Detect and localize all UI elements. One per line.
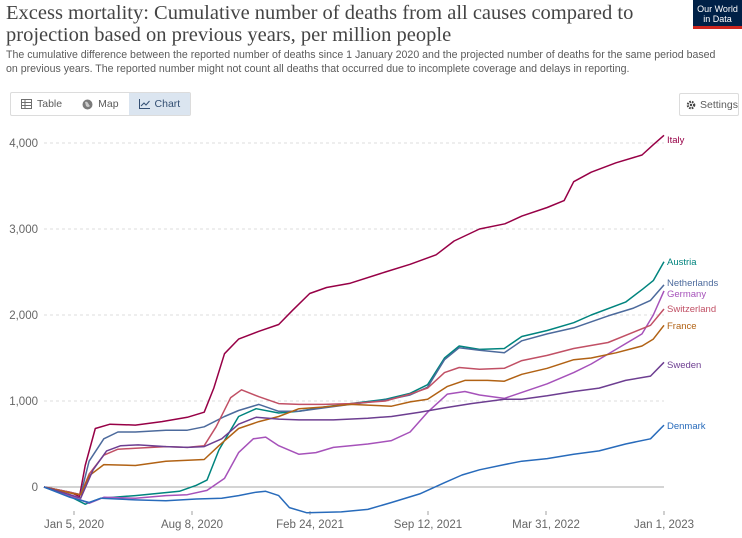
chart-subtitle: The cumulative difference between the re… xyxy=(6,49,716,75)
globe-icon xyxy=(82,99,93,109)
x-tick-label: Feb 24, 2021 xyxy=(276,519,344,531)
series-label-france[interactable]: France xyxy=(667,321,697,332)
gear-icon xyxy=(686,100,696,109)
y-tick-label: 4,000 xyxy=(9,138,38,150)
series-label-netherlands[interactable]: Netherlands xyxy=(667,278,718,289)
x-tick-label: Mar 31, 2022 xyxy=(512,519,580,531)
series-label-germany[interactable]: Germany xyxy=(667,289,706,300)
tab-chart-label: Chart xyxy=(154,98,181,110)
x-axis: Jan 5, 2020 Aug 8, 2020 Feb 24, 2021 Sep 12… xyxy=(44,511,694,531)
series-line-switzerland[interactable] xyxy=(43,308,665,496)
tab-map-label: Map xyxy=(98,98,119,110)
tab-map[interactable]: Map xyxy=(72,93,128,115)
x-tick-label: Jan 1, 2023 xyxy=(634,519,694,531)
tab-chart[interactable]: Chart xyxy=(128,93,191,115)
y-tick-label: 0 xyxy=(32,482,38,494)
line-chart-icon xyxy=(138,99,150,109)
x-tick-label: Jan 5, 2020 xyxy=(44,519,104,531)
series-lines xyxy=(43,134,665,514)
y-axis: 0 1,000 2,000 3,000 4,000 xyxy=(9,138,38,494)
y-tick-label: 1,000 xyxy=(9,396,38,408)
series-line-netherlands[interactable] xyxy=(43,284,665,496)
owid-logo[interactable]: Our World in Data xyxy=(693,0,742,29)
y-tick-label: 2,000 xyxy=(9,310,38,322)
settings-label: Settings xyxy=(700,98,738,111)
series-label-denmark[interactable]: Denmark xyxy=(667,421,706,432)
x-tick-label: Sep 12, 2021 xyxy=(394,519,462,531)
series-line-france[interactable] xyxy=(43,324,665,496)
series-label-austria[interactable]: Austria xyxy=(667,257,697,268)
series-line-germany[interactable] xyxy=(43,290,665,505)
series-label-switzerland[interactable]: Switzerland xyxy=(667,304,716,315)
series-line-sweden[interactable] xyxy=(43,361,665,499)
logo-line-2: in Data xyxy=(703,14,732,24)
gridlines xyxy=(44,142,664,488)
series-line-austria[interactable] xyxy=(43,261,665,505)
chart-title: Excess mortality: Cumulative number of d… xyxy=(6,2,634,46)
x-tick-label: Aug 8, 2020 xyxy=(161,519,223,531)
series-label-sweden[interactable]: Sweden xyxy=(667,360,701,371)
series-line-italy[interactable] xyxy=(43,134,665,498)
tab-table-label: Table xyxy=(37,98,63,110)
series-label-italy[interactable]: Italy xyxy=(667,135,685,146)
settings-button[interactable]: Settings xyxy=(679,93,739,116)
view-tabs: Table Map Chart xyxy=(10,92,192,116)
logo-line-1: Our World xyxy=(697,4,738,14)
y-tick-label: 3,000 xyxy=(9,224,38,236)
series-line-denmark[interactable] xyxy=(43,424,665,514)
tab-table[interactable]: Table xyxy=(11,93,72,115)
table-icon xyxy=(21,99,32,109)
